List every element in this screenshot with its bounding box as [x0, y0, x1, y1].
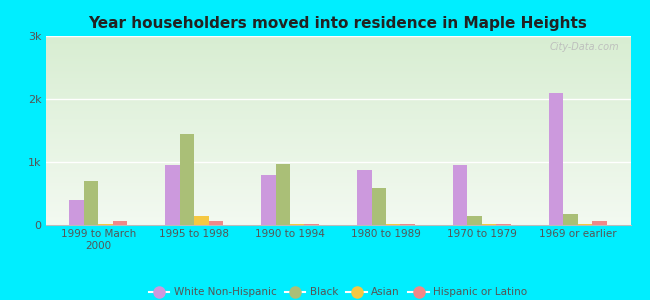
- Title: Year householders moved into residence in Maple Heights: Year householders moved into residence i…: [88, 16, 588, 31]
- Bar: [592, 221, 606, 225]
- Bar: [564, 214, 578, 225]
- Bar: [276, 164, 290, 225]
- Bar: [304, 224, 318, 225]
- Bar: [112, 221, 127, 225]
- Bar: [400, 224, 415, 225]
- Bar: [482, 224, 496, 225]
- Bar: [209, 221, 223, 225]
- Bar: [194, 215, 209, 225]
- Bar: [290, 224, 304, 225]
- Bar: [549, 93, 564, 225]
- Bar: [467, 215, 482, 225]
- Bar: [261, 175, 276, 225]
- Bar: [358, 170, 372, 225]
- Bar: [165, 165, 180, 225]
- Legend: White Non-Hispanic, Black, Asian, Hispanic or Latino: White Non-Hispanic, Black, Asian, Hispan…: [144, 283, 532, 300]
- Bar: [98, 224, 112, 225]
- Bar: [70, 200, 84, 225]
- Bar: [84, 181, 98, 225]
- Bar: [372, 188, 386, 225]
- Bar: [496, 224, 511, 225]
- Bar: [453, 165, 467, 225]
- Bar: [386, 224, 400, 225]
- Text: City-Data.com: City-Data.com: [549, 42, 619, 52]
- Bar: [180, 134, 194, 225]
- Bar: [578, 224, 592, 225]
